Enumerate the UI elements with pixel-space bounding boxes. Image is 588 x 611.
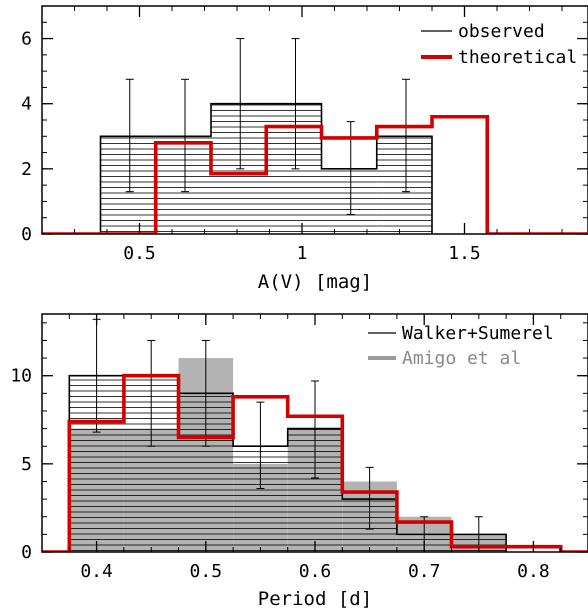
bottom-errorbar-layer xyxy=(92,318,483,552)
bottom-ytick-label-1: 5 xyxy=(21,454,32,475)
top-bar-hatched-3 xyxy=(376,136,432,234)
top-errorbar-layer xyxy=(125,38,410,215)
top-bar-hatched-2 xyxy=(321,168,377,234)
top-ytick-label-1: 2 xyxy=(21,159,32,180)
top-xtick-labels: 0.5 1 1.5 xyxy=(123,243,481,264)
top-ytick-label-3: 6 xyxy=(21,29,32,50)
panel-bottom: 0.4 0.5 0.6 0.7 0.8 0 5 10 Period [d] Walker+S… xyxy=(10,313,588,610)
top-xtick-label-2: 1.5 xyxy=(448,243,481,264)
bottom-ytick-label-0: 0 xyxy=(21,542,32,563)
bottom-xtick-labels: 0.4 0.5 0.6 0.7 0.8 xyxy=(80,561,549,582)
bottom-xtick-label-0: 0.4 xyxy=(80,561,113,582)
top-legend-label-observed: observed xyxy=(458,21,545,42)
bottom-xtick-label-4: 0.8 xyxy=(517,561,550,582)
top-legend-label-theoretical: theoretical xyxy=(458,47,577,68)
top-xtick-label-0: 0.5 xyxy=(123,243,156,264)
top-theoretical-line xyxy=(42,114,588,234)
bottom-ytick-labels: 0 5 10 xyxy=(10,366,32,563)
panel-top: 0.5 1 1.5 0 2 4 6 A(V) [mag] observed theoret… xyxy=(21,5,588,293)
top-legend: observed theoretical xyxy=(421,21,577,68)
top-tick-layer xyxy=(41,5,588,235)
bottom-x-axis-label: Period [d] xyxy=(258,588,372,610)
top-xtick-label-1: 1 xyxy=(297,243,308,264)
top-x-axis-label: A(V) [mag] xyxy=(258,271,372,293)
top-ytick-label-0: 0 xyxy=(21,224,32,245)
bottom-theoretical-line xyxy=(42,373,588,552)
bottom-xtick-label-3: 0.7 xyxy=(408,561,441,582)
top-ytick-labels: 0 2 4 6 xyxy=(21,29,32,245)
top-ytick-label-2: 4 xyxy=(21,94,32,115)
top-theory-layer xyxy=(42,114,588,234)
bottom-xtick-label-1: 0.5 xyxy=(190,561,223,582)
bottom-tick-layer xyxy=(41,314,588,553)
bottom-legend-label-walker: Walker+Sumerel xyxy=(402,323,554,344)
bottom-xtick-label-2: 0.6 xyxy=(299,561,332,582)
bottom-ytick-label-2: 10 xyxy=(10,366,32,387)
bottom-legend: Walker+Sumerel Amigo et al xyxy=(368,323,554,369)
bottom-legend-label-amigo: Amigo et al xyxy=(402,348,521,369)
bottom-theory-layer xyxy=(42,373,588,552)
